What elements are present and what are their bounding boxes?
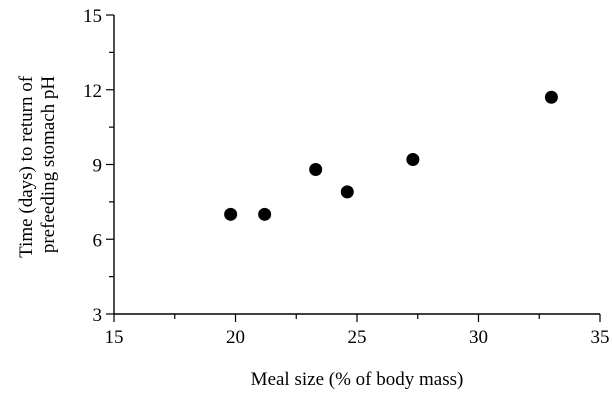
data-point bbox=[544, 90, 558, 104]
x-tick-label: 20 bbox=[226, 327, 245, 348]
x-tick-label: 30 bbox=[469, 327, 488, 348]
x-tick-label: 25 bbox=[348, 327, 367, 348]
data-point bbox=[224, 207, 238, 221]
y-ticks: 3 6 9 12 15 bbox=[83, 6, 114, 326]
x-tick-label: 15 bbox=[105, 327, 124, 348]
y-tick-label: 3 bbox=[93, 305, 103, 326]
data-point bbox=[258, 207, 272, 221]
x-ticks: 15 20 25 30 35 bbox=[105, 314, 610, 348]
x-tick-label: 35 bbox=[591, 327, 610, 348]
data-points bbox=[224, 90, 558, 221]
y-axis-title-line-2: prefeeding stomach pH bbox=[38, 76, 59, 254]
axes bbox=[113, 15, 600, 315]
data-point bbox=[340, 185, 354, 199]
y-tick-label: 6 bbox=[93, 230, 103, 251]
y-tick-label: 12 bbox=[83, 81, 102, 102]
y-axis-title: Time (days) to return of prefeeding stom… bbox=[16, 71, 59, 258]
y-axis-title-line-1: Time (days) to return of bbox=[16, 75, 37, 258]
y-tick-label: 9 bbox=[93, 156, 103, 177]
x-axis-title: Meal size (% of body mass) bbox=[251, 369, 464, 390]
data-point bbox=[309, 162, 323, 176]
data-point bbox=[406, 153, 420, 167]
y-tick-label: 15 bbox=[83, 6, 102, 27]
